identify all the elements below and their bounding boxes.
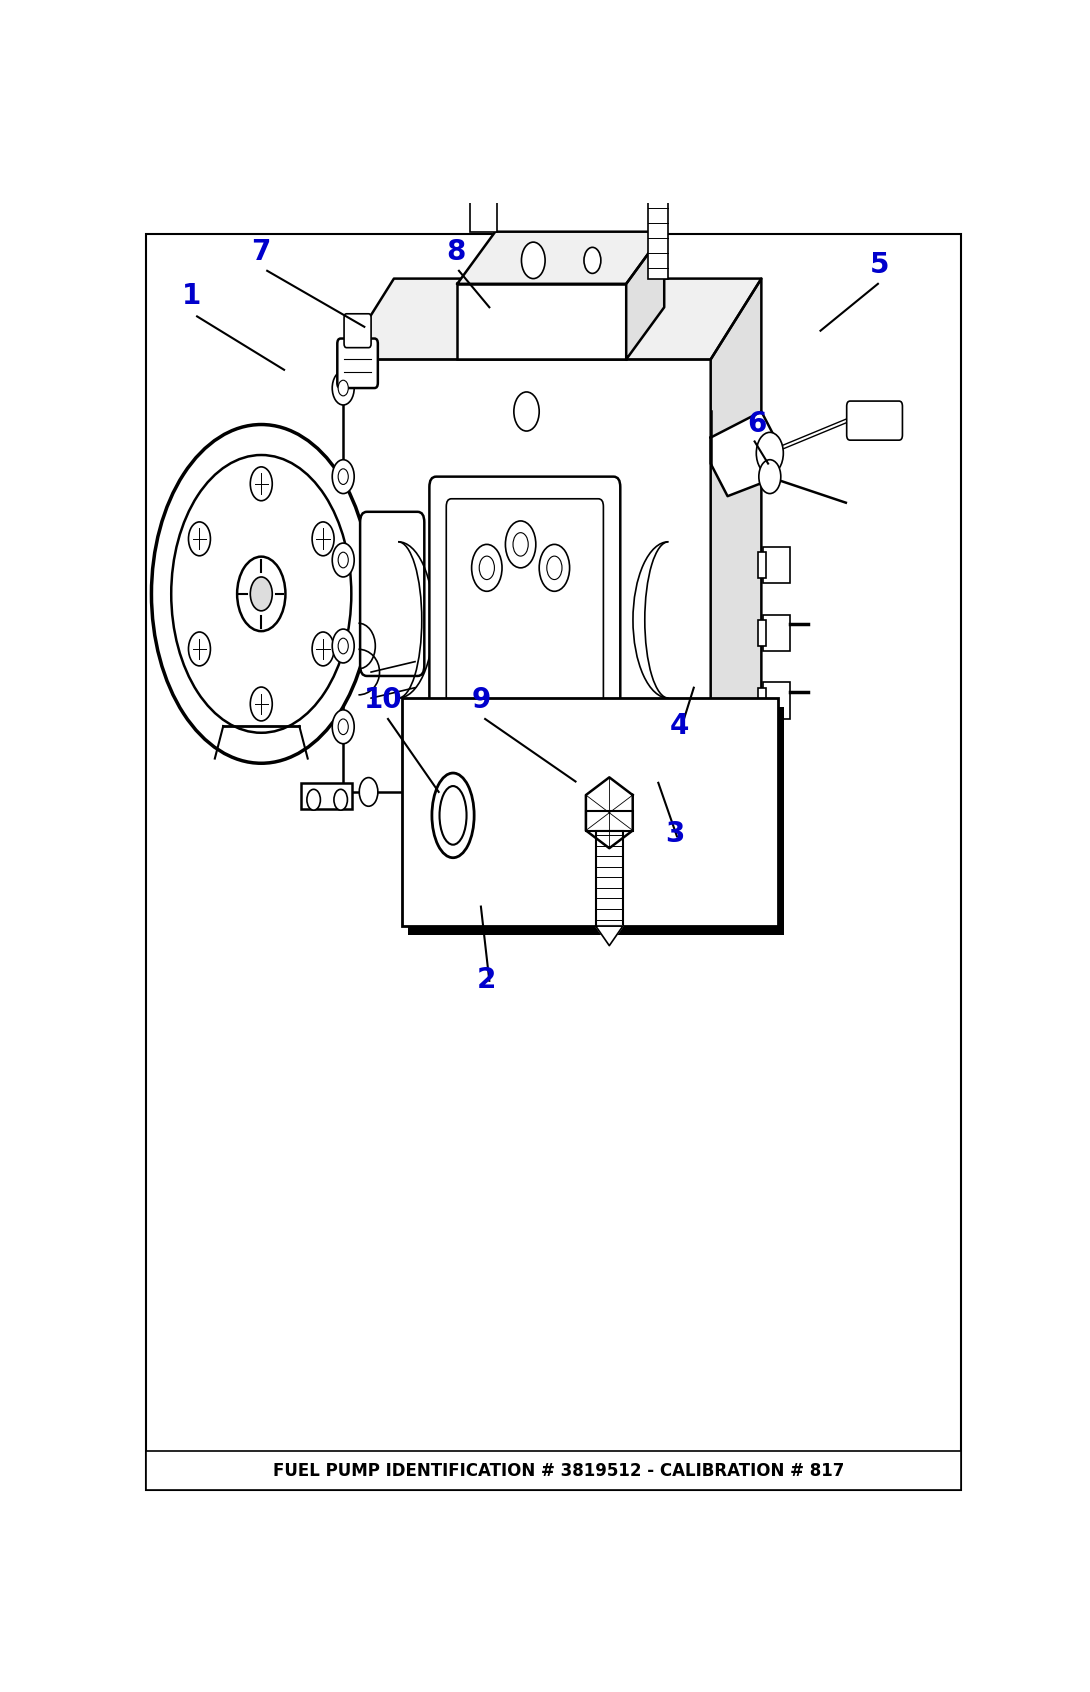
Text: 3: 3 (666, 821, 685, 848)
Circle shape (584, 247, 601, 274)
Circle shape (189, 633, 210, 667)
Bar (585, 812, 633, 831)
Text: 6: 6 (748, 409, 767, 438)
Polygon shape (711, 279, 761, 792)
Circle shape (251, 577, 272, 611)
FancyBboxPatch shape (429, 477, 620, 772)
Bar (301, 783, 352, 809)
Text: 5: 5 (870, 250, 889, 279)
Circle shape (307, 788, 320, 810)
Circle shape (521, 242, 545, 279)
Circle shape (338, 638, 349, 653)
Circle shape (238, 557, 286, 631)
Bar (664, 783, 715, 809)
Text: 4: 4 (669, 712, 689, 739)
Ellipse shape (439, 787, 467, 844)
Circle shape (189, 521, 210, 555)
Circle shape (338, 719, 349, 734)
FancyBboxPatch shape (337, 338, 378, 387)
Circle shape (513, 393, 540, 431)
Circle shape (332, 460, 354, 494)
Circle shape (251, 467, 272, 501)
Circle shape (514, 716, 535, 746)
Bar (458, 284, 627, 359)
Bar (758, 619, 766, 646)
Circle shape (472, 545, 502, 591)
Polygon shape (596, 926, 622, 946)
Bar (470, 200, 497, 232)
Circle shape (338, 469, 349, 484)
Circle shape (338, 552, 349, 569)
Bar (343, 359, 711, 792)
Bar (596, 831, 622, 926)
FancyBboxPatch shape (360, 511, 424, 677)
Text: 7: 7 (252, 237, 271, 266)
Circle shape (547, 557, 562, 580)
Circle shape (668, 788, 682, 810)
Circle shape (338, 381, 349, 396)
Circle shape (574, 778, 593, 807)
Text: 10: 10 (364, 685, 402, 714)
Bar (409, 707, 784, 936)
Circle shape (312, 521, 334, 555)
Text: 1: 1 (182, 283, 201, 310)
Circle shape (759, 460, 780, 494)
Polygon shape (586, 777, 632, 848)
Text: 8: 8 (446, 237, 465, 266)
Polygon shape (343, 279, 761, 359)
Ellipse shape (432, 773, 474, 858)
Circle shape (540, 545, 570, 591)
Bar (470, 734, 580, 761)
Circle shape (332, 371, 354, 404)
Circle shape (513, 533, 529, 557)
Text: 2: 2 (477, 966, 497, 993)
Circle shape (756, 433, 784, 474)
Bar (758, 687, 766, 714)
Circle shape (334, 788, 348, 810)
Circle shape (506, 521, 536, 569)
FancyBboxPatch shape (344, 313, 371, 347)
Bar (763, 614, 790, 651)
Bar (649, 168, 668, 279)
Text: 9: 9 (471, 685, 490, 714)
Bar (476, 176, 490, 200)
Circle shape (360, 778, 378, 807)
Circle shape (251, 687, 272, 721)
Circle shape (423, 778, 441, 807)
Circle shape (646, 149, 670, 186)
Circle shape (332, 629, 354, 663)
Bar (402, 699, 778, 926)
Circle shape (332, 543, 354, 577)
Circle shape (685, 778, 703, 807)
Bar (763, 547, 790, 584)
Circle shape (152, 425, 371, 763)
Text: FUEL PUMP IDENTIFICATION # 3819512 - CALIBRATION # 817: FUEL PUMP IDENTIFICATION # 3819512 - CAL… (272, 1462, 845, 1480)
Circle shape (312, 633, 334, 667)
Circle shape (480, 557, 495, 580)
FancyBboxPatch shape (847, 401, 903, 440)
Polygon shape (458, 232, 664, 284)
Circle shape (171, 455, 351, 733)
Circle shape (651, 778, 669, 807)
FancyBboxPatch shape (446, 499, 604, 750)
Bar (758, 552, 766, 579)
Circle shape (502, 531, 550, 604)
Circle shape (332, 711, 354, 744)
Polygon shape (627, 232, 664, 359)
Circle shape (695, 788, 708, 810)
Bar (763, 682, 790, 719)
Polygon shape (711, 411, 778, 496)
Bar (146, 1452, 960, 1491)
